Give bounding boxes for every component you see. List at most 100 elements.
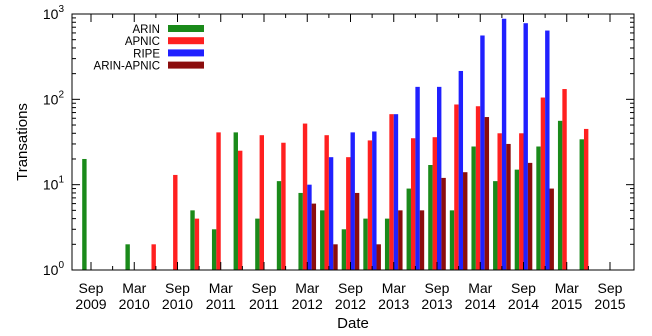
legend-swatch-apnic bbox=[168, 37, 204, 45]
x-tick-label-4-year: 2011 bbox=[249, 296, 279, 312]
bar-arin-10 bbox=[298, 192, 303, 270]
x-tick-label-12-year: 2015 bbox=[594, 296, 625, 312]
bar-apnic-19 bbox=[497, 133, 502, 270]
x-tick-label-0-year: 2009 bbox=[75, 296, 106, 312]
x-tick-label-7-month: Mar bbox=[382, 280, 406, 296]
y-tick-label-1: 101 bbox=[43, 175, 65, 193]
bar-apnic-10 bbox=[302, 123, 308, 270]
y-tick-label-2: 102 bbox=[43, 89, 65, 107]
bar-arin-apnic-18 bbox=[484, 117, 490, 270]
bar-apnic-22 bbox=[562, 89, 567, 270]
y-axis-title: Transations bbox=[14, 103, 31, 181]
x-tick-label-2-month: Sep bbox=[165, 280, 190, 296]
bar-arin-apnic-21 bbox=[549, 188, 554, 270]
bar-ripe-10 bbox=[307, 184, 312, 270]
x-tick-label-5-month: Mar bbox=[295, 280, 319, 296]
bar-arin-apnic-11 bbox=[333, 244, 338, 270]
bar-arin-2 bbox=[125, 244, 130, 270]
bar-arin-apnic-12 bbox=[354, 192, 360, 270]
legend-swatch-arin bbox=[168, 25, 204, 32]
bar-arin-9 bbox=[276, 181, 282, 270]
x-tick-label-3-year: 2011 bbox=[206, 296, 236, 312]
bar-apnic-9 bbox=[281, 142, 286, 270]
x-tick-label-5-year: 2012 bbox=[292, 296, 323, 312]
x-tick-label-4-month: Sep bbox=[252, 280, 277, 296]
legend-label-arin-apnic: ARIN-APNIC bbox=[94, 61, 160, 73]
bar-apnic-17 bbox=[454, 104, 459, 271]
bar-ripe-15 bbox=[415, 86, 420, 270]
bar-ripe-12 bbox=[350, 132, 355, 270]
plot-frame bbox=[71, 13, 635, 271]
legend-swatch-ripe bbox=[168, 49, 204, 57]
bars-group bbox=[82, 18, 589, 271]
x-tick-label-1-month: Mar bbox=[122, 280, 146, 296]
legend-label-apnic: APNIC bbox=[125, 36, 160, 48]
bar-apnic-20 bbox=[519, 133, 524, 270]
bar-apnic-7 bbox=[237, 150, 243, 270]
x-tick-label-11-month: Mar bbox=[555, 280, 579, 296]
bar-ripe-14 bbox=[393, 114, 399, 270]
x-tick-label-12-month: Sep bbox=[598, 280, 623, 296]
bar-apnic-18 bbox=[475, 106, 481, 271]
ticks-group: 100101102103Sep2009Mar2010Sep2010Mar2011… bbox=[43, 4, 634, 312]
bar-apnic-13 bbox=[367, 140, 373, 270]
bar-arin-apnic-16 bbox=[441, 177, 446, 270]
x-tick-label-11-year: 2015 bbox=[551, 296, 582, 312]
bar-arin-0 bbox=[82, 158, 87, 270]
x-tick-label-8-month: Sep bbox=[425, 280, 450, 296]
bar-arin-19 bbox=[493, 181, 498, 270]
bar-arin-21 bbox=[536, 146, 541, 270]
bar-ripe-16 bbox=[437, 86, 442, 270]
x-tick-label-10-year: 2014 bbox=[508, 296, 539, 312]
bar-ripe-18 bbox=[480, 35, 485, 270]
bar-ripe-17 bbox=[458, 70, 464, 270]
bar-arin-20 bbox=[514, 169, 520, 270]
y-tick-label-3: 103 bbox=[43, 4, 65, 22]
bar-arin-12 bbox=[341, 229, 347, 270]
bar-arin-7 bbox=[233, 132, 238, 270]
x-tick-label-0-month: Sep bbox=[79, 280, 104, 296]
bar-arin-5 bbox=[190, 210, 195, 270]
bar-apnic-15 bbox=[410, 138, 416, 270]
legend-label-arin: ARIN bbox=[133, 24, 160, 36]
bar-arin-apnic-10 bbox=[311, 203, 317, 270]
x-tick-label-2-year: 2010 bbox=[162, 296, 193, 312]
x-tick-label-3-month: Mar bbox=[209, 280, 233, 296]
bar-arin-apnic-19 bbox=[506, 143, 511, 270]
bar-arin-11 bbox=[320, 210, 325, 270]
bar-arin-apnic-14 bbox=[398, 210, 403, 270]
bar-arin-14 bbox=[384, 218, 390, 270]
bar-apnic-21 bbox=[540, 97, 546, 270]
bar-apnic-6 bbox=[216, 132, 221, 270]
x-axis-title: Date bbox=[337, 315, 369, 331]
bar-apnic-3 bbox=[151, 244, 156, 270]
bar-arin-15 bbox=[406, 188, 411, 270]
bar-arin-apnic-13 bbox=[376, 244, 381, 270]
bar-apnic-8 bbox=[259, 135, 264, 270]
legend-swatch-arin-apnic bbox=[168, 61, 204, 69]
bar-ripe-21 bbox=[545, 30, 550, 270]
bar-arin-17 bbox=[449, 210, 455, 270]
x-tick-label-6-month: Sep bbox=[338, 280, 363, 296]
bar-apnic-4 bbox=[173, 174, 178, 270]
bar-arin-apnic-20 bbox=[527, 162, 533, 270]
bar-ripe-19 bbox=[501, 18, 507, 270]
legend-label-ripe: RIPE bbox=[133, 48, 160, 60]
bar-arin-23 bbox=[579, 139, 584, 270]
bar-arin-18 bbox=[471, 146, 476, 270]
bar-ripe-20 bbox=[523, 23, 528, 271]
x-tick-label-9-month: Mar bbox=[468, 280, 492, 296]
bar-arin-13 bbox=[363, 218, 368, 270]
bar-ripe-13 bbox=[372, 131, 377, 270]
x-tick-label-8-year: 2013 bbox=[421, 296, 452, 312]
x-tick-label-6-year: 2012 bbox=[335, 296, 366, 312]
bar-arin-8 bbox=[255, 218, 260, 270]
x-tick-label-7-year: 2013 bbox=[378, 296, 409, 312]
bar-apnic-23 bbox=[583, 128, 589, 270]
bar-arin-22 bbox=[557, 120, 563, 270]
y-tick-label-0: 100 bbox=[43, 260, 65, 278]
bar-apnic-12 bbox=[346, 157, 351, 270]
